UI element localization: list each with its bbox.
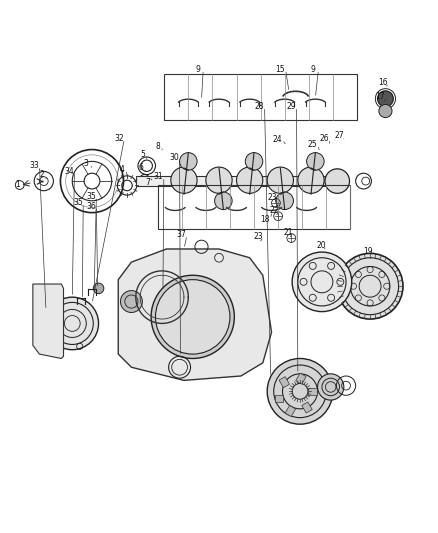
Bar [296, 373, 306, 384]
Text: 31: 31 [154, 172, 163, 181]
Text: 28: 28 [254, 102, 264, 111]
Text: 29: 29 [286, 102, 296, 111]
Text: 23: 23 [254, 232, 263, 241]
Text: 19: 19 [363, 247, 373, 256]
Text: 26: 26 [319, 134, 329, 143]
Text: 27: 27 [334, 132, 344, 141]
Circle shape [267, 359, 333, 424]
Text: 23: 23 [268, 193, 277, 202]
Text: 6: 6 [138, 164, 144, 173]
Text: 36: 36 [86, 201, 96, 211]
Circle shape [379, 104, 392, 118]
Bar [158, 185, 350, 229]
Text: 34: 34 [64, 166, 74, 175]
Text: 21: 21 [283, 228, 293, 237]
Text: 2: 2 [40, 170, 44, 179]
Circle shape [206, 167, 232, 193]
Text: 7: 7 [145, 178, 151, 187]
Bar [275, 395, 283, 402]
Text: 15: 15 [276, 65, 285, 74]
Polygon shape [118, 249, 272, 381]
Text: 32: 32 [114, 134, 124, 143]
Circle shape [215, 192, 232, 209]
Text: 9: 9 [311, 65, 316, 74]
Circle shape [245, 152, 263, 170]
Bar [302, 402, 312, 413]
Circle shape [93, 283, 104, 294]
Text: 33: 33 [29, 161, 39, 170]
Circle shape [337, 253, 403, 319]
Text: 18: 18 [260, 215, 270, 224]
Bar [285, 406, 296, 417]
Text: 30: 30 [170, 154, 179, 163]
Circle shape [307, 152, 324, 170]
Bar [308, 388, 317, 395]
Text: 3: 3 [83, 159, 88, 168]
Circle shape [46, 297, 99, 350]
Circle shape [120, 290, 142, 312]
Text: 35: 35 [86, 192, 96, 201]
Text: 8: 8 [155, 142, 160, 150]
Text: 22: 22 [269, 206, 279, 215]
Circle shape [237, 167, 263, 193]
Polygon shape [33, 284, 64, 359]
Circle shape [298, 167, 324, 193]
Circle shape [325, 169, 350, 193]
Text: 9: 9 [195, 65, 201, 74]
Circle shape [318, 374, 344, 400]
Text: 4: 4 [119, 165, 124, 174]
Text: 37: 37 [177, 230, 187, 239]
Text: 17: 17 [375, 92, 385, 101]
Bar [164, 74, 357, 120]
Text: 20: 20 [316, 241, 326, 250]
Circle shape [276, 192, 293, 209]
Text: 25: 25 [308, 140, 318, 149]
Text: 16: 16 [378, 78, 388, 87]
Bar [136, 176, 337, 187]
Circle shape [292, 252, 352, 312]
Circle shape [171, 167, 197, 193]
Bar [279, 377, 290, 387]
Circle shape [378, 91, 393, 107]
Text: 1: 1 [15, 180, 20, 189]
Circle shape [180, 152, 197, 170]
Circle shape [267, 167, 293, 193]
Circle shape [155, 280, 230, 354]
Text: 5: 5 [140, 150, 145, 159]
Text: 35: 35 [73, 198, 83, 207]
Circle shape [151, 275, 234, 359]
Text: 24: 24 [272, 135, 282, 144]
